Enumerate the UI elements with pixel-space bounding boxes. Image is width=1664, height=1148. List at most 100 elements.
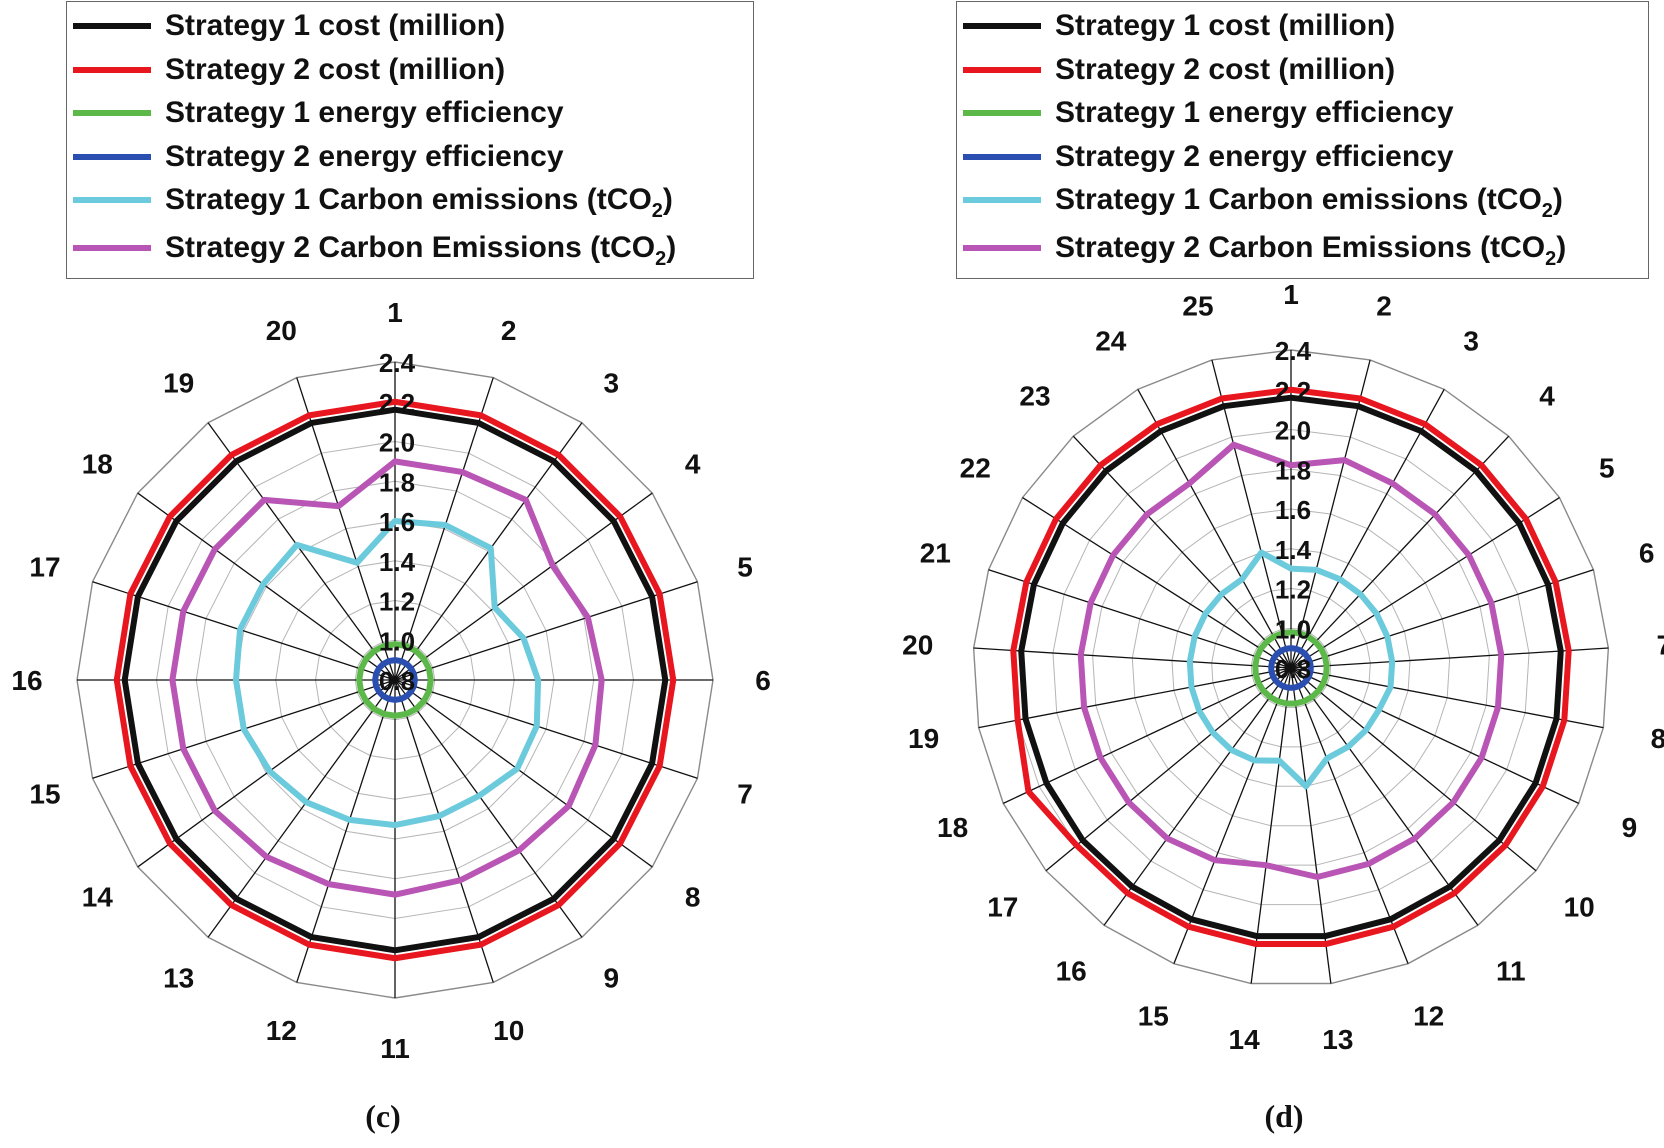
- radar-panel-c: Strategy 1 cost (million) Strategy 2 cost…: [11, 1, 771, 1134]
- legend-label: Strategy 2 energy efficiency: [165, 140, 564, 174]
- category-label: 10: [1564, 891, 1595, 922]
- radial-tick-label: 2.0: [1275, 416, 1311, 446]
- spoke: [1290, 359, 1371, 669]
- legend-label-text: Strategy 2 energy efficiency: [165, 140, 564, 173]
- spoke: [1211, 359, 1292, 669]
- series-lines: [1010, 386, 1572, 948]
- spoke: [1290, 667, 1332, 984]
- series-line: [233, 518, 542, 829]
- spoke: [137, 679, 396, 868]
- legend-label: Strategy 1 cost (million): [165, 9, 505, 43]
- radar-chart-d: 0.81.01.21.41.61.82.02.22.41234567891011…: [902, 279, 1664, 1055]
- legend-swatch: [963, 245, 1041, 251]
- radial-tick-label: 1.4: [379, 547, 416, 577]
- series-line: [169, 458, 605, 898]
- category-label: 16: [1056, 956, 1087, 987]
- spoke: [296, 679, 396, 983]
- legend-label: Strategy 2 energy efficiency: [1055, 140, 1454, 174]
- radial-tick-label: 0.8: [1275, 654, 1311, 684]
- category-label: 21: [920, 537, 951, 568]
- category-label: 6: [755, 665, 771, 696]
- legend-entry: Strategy 2 Carbon Emissions (tCO2): [73, 230, 676, 270]
- category-label: 3: [604, 367, 620, 398]
- radial-tick-label: 1.6: [1275, 495, 1311, 525]
- category-label: 11: [380, 1033, 410, 1064]
- spoke: [1290, 667, 1604, 729]
- radial-tick-label: 0.8: [379, 666, 415, 696]
- spoke: [1290, 435, 1510, 669]
- grid-ring: [1250, 627, 1332, 708]
- category-label: 6: [1639, 537, 1655, 568]
- category-label: 12: [1413, 1001, 1444, 1032]
- grid-ring: [1131, 508, 1451, 827]
- series-line: [372, 657, 418, 703]
- spoke: [1290, 667, 1479, 926]
- series-line: [1252, 629, 1330, 707]
- radial-tick-label: 1.6: [379, 507, 415, 537]
- legend-entry: Strategy 1 Carbon emissions (tCO2): [73, 182, 673, 222]
- category-label: 18: [82, 449, 113, 480]
- category-label: 18: [937, 812, 968, 843]
- spoke: [1290, 667, 1409, 964]
- category-label: 12: [266, 1015, 297, 1046]
- legend-swatch: [963, 154, 1041, 160]
- category-label: 4: [685, 449, 701, 480]
- legend-swatch: [963, 67, 1041, 73]
- legend-label: Strategy 1 Carbon emissions (tCO2): [165, 183, 673, 222]
- legend: Strategy 1 cost (million) Strategy 2 cost…: [956, 1, 1649, 279]
- legend-label: Strategy 1 energy efficiency: [1055, 96, 1454, 130]
- category-label: 25: [1182, 291, 1213, 322]
- legend-label-text: Strategy 1 energy efficiency: [165, 96, 564, 129]
- legend-entry: Strategy 2 cost (million): [73, 52, 505, 88]
- series-line: [356, 641, 434, 719]
- grid-ring: [972, 349, 1610, 985]
- legend-label-suffix: ): [662, 183, 673, 216]
- radial-tick-label: 1.0: [1275, 614, 1311, 644]
- category-label: 15: [29, 779, 60, 810]
- legend-swatch: [73, 197, 151, 203]
- spoke: [1103, 667, 1292, 926]
- category-label: 22: [960, 453, 991, 484]
- spoke: [137, 492, 396, 681]
- grid-ring: [1211, 587, 1371, 748]
- legend-label-text: Strategy 2 cost (million): [1055, 53, 1396, 86]
- category-label: 16: [11, 665, 42, 696]
- legend-swatch: [963, 23, 1041, 29]
- category-label: 17: [987, 891, 1018, 922]
- panel-caption: (d): [1264, 1098, 1304, 1134]
- spoke: [394, 679, 698, 779]
- series-line: [1268, 645, 1314, 691]
- legend-entry: Strategy 2 Carbon Emissions (tCO2): [963, 230, 1566, 270]
- series-line: [113, 398, 677, 962]
- category-label: 5: [737, 551, 753, 582]
- grid-ring: [1052, 428, 1530, 906]
- radial-tick-label: 2.0: [379, 428, 415, 458]
- series-line: [1186, 549, 1396, 790]
- radial-tick-label: 1.0: [379, 626, 415, 656]
- panel-caption: (c): [365, 1098, 401, 1134]
- legend-label: Strategy 1 cost (million): [1055, 9, 1395, 43]
- category-label: 1: [1283, 279, 1299, 310]
- radial-tick-labels: 0.8 1.0 1.2 1.4 1.6 1.8 2.0 2.2 2.4: [1275, 336, 1312, 684]
- spoke: [988, 569, 1292, 669]
- category-label: 10: [493, 1015, 524, 1046]
- legend-swatch: [73, 245, 151, 251]
- legend-label-text: Strategy 1 cost (million): [1055, 9, 1396, 42]
- category-label: 23: [1019, 380, 1050, 411]
- category-label: 9: [1622, 812, 1638, 843]
- category-label: 4: [1539, 380, 1555, 411]
- legend-label: Strategy 2 Carbon Emissions (tCO2): [165, 231, 676, 270]
- radial-tick-labels: 0.8 1.0 1.2 1.4 1.6 1.8 2.0 2.2 2.4: [379, 348, 416, 696]
- legend-label-text: Strategy 1 Carbon emissions (tCO: [1055, 183, 1542, 216]
- legend: Strategy 1 cost (million) Strategy 2 cost…: [66, 1, 754, 279]
- spoke: [394, 581, 698, 681]
- category-label: 2: [1376, 291, 1392, 322]
- radial-tick-label: 1.2: [379, 587, 415, 617]
- spoke: [207, 679, 396, 938]
- legend-label-suffix: ): [1552, 183, 1563, 216]
- category-label: 17: [29, 551, 60, 582]
- spoke: [394, 679, 583, 938]
- spoke: [1022, 497, 1292, 669]
- legend-swatch: [73, 154, 151, 160]
